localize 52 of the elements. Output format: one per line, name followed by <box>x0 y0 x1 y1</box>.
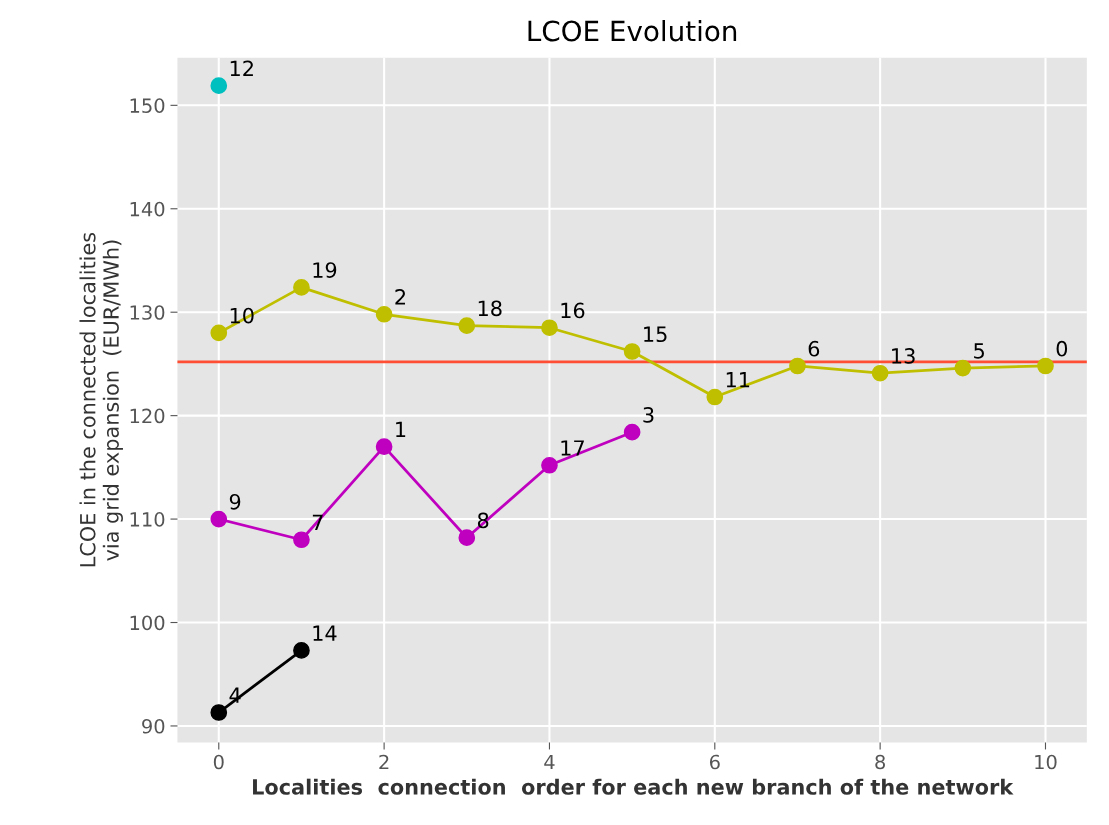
point <box>293 531 310 549</box>
y-tick-label: 90 <box>142 718 165 734</box>
x-tick-label: 6 <box>709 754 720 770</box>
x-tick-label: 2 <box>379 754 389 770</box>
point <box>458 529 476 547</box>
point <box>541 456 558 474</box>
x-tick-label: 8 <box>875 754 885 770</box>
point <box>541 319 558 337</box>
point <box>210 510 228 528</box>
point <box>375 438 393 456</box>
annotation: 15 <box>644 326 667 343</box>
y-tick-label: 120 <box>130 408 165 424</box>
point <box>789 357 806 375</box>
annotation: 18 <box>478 300 502 317</box>
y-tick-label: 110 <box>130 512 165 527</box>
y-axis-title: LCOE in the connected localities via grid expansion (EUR/MWh) <box>79 232 123 567</box>
annotation: 3 <box>643 407 654 423</box>
annotation: 0 <box>1056 340 1068 357</box>
point <box>1037 357 1054 375</box>
point <box>210 77 228 95</box>
annotation: 17 <box>561 440 584 456</box>
point <box>871 364 889 382</box>
y-tick-label: 100 <box>130 615 165 631</box>
annotation: 12 <box>230 60 253 76</box>
chart-title: LCOE Evolution <box>528 19 737 42</box>
annotation: 1 <box>396 421 406 437</box>
point <box>210 324 228 342</box>
x-tick-label: 4 <box>544 754 555 770</box>
annotation: 14 <box>313 625 337 641</box>
annotation: 19 <box>313 262 337 278</box>
annotation: 11 <box>726 372 750 388</box>
y-tick-label: 150 <box>130 98 165 113</box>
annotation: 16 <box>561 302 585 319</box>
point <box>623 343 641 360</box>
annotation: 13 <box>892 348 915 364</box>
point <box>706 388 724 406</box>
x-tick-label: 0 <box>213 754 224 770</box>
point <box>293 642 310 659</box>
annotation: 2 <box>395 289 406 305</box>
point <box>375 305 393 323</box>
point <box>623 423 641 441</box>
annotation: 6 <box>808 340 820 357</box>
x-axis-title: Localities connection order for each new branch of the network <box>253 778 1014 795</box>
x-tick-label: 10 <box>1035 754 1057 770</box>
y-tick-label: 140 <box>130 201 165 217</box>
y-tick-label: 130 <box>130 305 165 320</box>
point <box>293 279 310 296</box>
annotation: 9 <box>229 493 241 510</box>
point <box>210 704 228 721</box>
point <box>458 317 476 334</box>
point <box>954 359 972 377</box>
annotation: 5 <box>974 343 984 359</box>
